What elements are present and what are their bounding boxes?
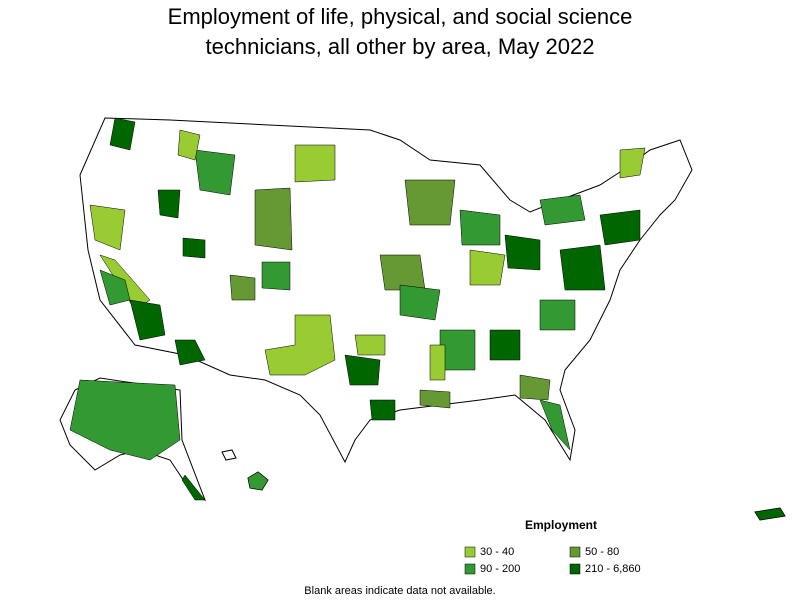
area [539, 399, 571, 451]
area [539, 194, 586, 226]
legend-label: 210 - 6,860 [585, 563, 641, 575]
area [229, 274, 256, 301]
legend-swatch [569, 563, 581, 575]
area [181, 474, 206, 501]
area-fills [69, 117, 786, 521]
legend-swatch [569, 546, 581, 558]
legend-label: 50 - 80 [585, 546, 619, 558]
area [539, 299, 576, 331]
area [459, 209, 501, 246]
area [369, 399, 396, 421]
area [354, 334, 386, 356]
map-title: Employment of life, physical, and social… [167, 4, 633, 59]
note: Blank areas indicate data not available. [304, 585, 495, 597]
area [194, 149, 236, 196]
area [109, 117, 136, 151]
legend-label: 90 - 200 [480, 563, 520, 575]
area [99, 269, 131, 306]
area [294, 144, 336, 183]
legend-swatch [464, 546, 476, 558]
hawaii-islands [221, 449, 237, 461]
area [182, 237, 206, 259]
area [754, 507, 786, 521]
legend-title: Employment [525, 518, 597, 532]
area [469, 249, 506, 286]
area [177, 129, 201, 161]
area [519, 374, 551, 401]
area [599, 209, 641, 246]
legend-swatch [464, 563, 476, 575]
legend-label: 30 - 40 [480, 546, 514, 558]
area [619, 147, 646, 179]
area [174, 339, 206, 366]
area [429, 344, 446, 381]
area [129, 299, 166, 341]
area [419, 389, 451, 409]
area [379, 254, 426, 291]
legend: 30 - 40 50 - 80 90 - 200 210 - 6,860 [464, 546, 641, 575]
base-map [59, 117, 786, 521]
area [489, 329, 521, 361]
area [247, 471, 269, 491]
area [254, 187, 293, 251]
area [261, 261, 291, 291]
area [264, 314, 336, 376]
area [89, 204, 126, 251]
area [344, 354, 381, 386]
area [559, 244, 606, 291]
area [69, 379, 181, 461]
area [404, 179, 456, 226]
area [504, 234, 541, 271]
area [399, 284, 441, 321]
area [157, 189, 181, 219]
